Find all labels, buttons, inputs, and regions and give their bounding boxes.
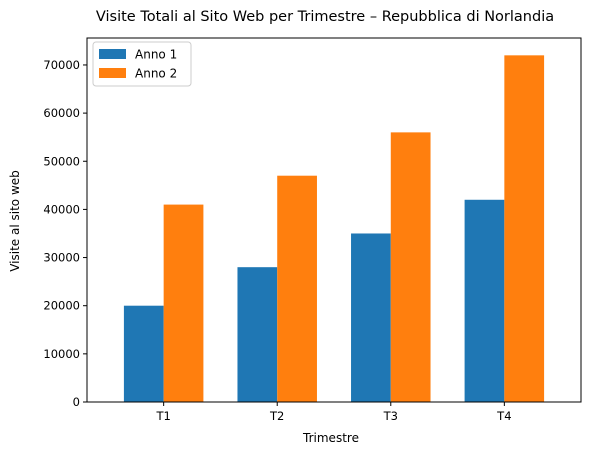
x-tick-label: T2 bbox=[269, 409, 284, 423]
legend: Anno 1 Anno 2 bbox=[92, 41, 192, 87]
bar-anno-2-t1 bbox=[163, 204, 204, 402]
bar-anno-1-t3 bbox=[351, 233, 391, 402]
bar-anno-1-t1 bbox=[123, 305, 164, 402]
bar-anno-2-t3 bbox=[390, 132, 431, 403]
y-axis-ticks: 0 10000 20000 30000 40000 50000 60000 70000 bbox=[43, 58, 87, 409]
legend-swatch bbox=[99, 49, 126, 59]
y-tick-label: 10000 bbox=[43, 347, 80, 361]
x-tick-label: T1 bbox=[155, 409, 170, 423]
legend-label: Anno 1 bbox=[135, 48, 177, 62]
y-tick-label: 30000 bbox=[43, 251, 80, 265]
bar-anno-1-t4 bbox=[464, 199, 505, 402]
y-tick-label: 0 bbox=[73, 395, 80, 409]
chart-title: Visite Totali al Sito Web per Trimestre … bbox=[96, 9, 554, 25]
y-axis-label: Visite al sito web bbox=[8, 170, 22, 272]
plot-area-frame bbox=[86, 37, 582, 403]
legend-label: Anno 2 bbox=[135, 67, 177, 81]
legend-swatch bbox=[99, 68, 126, 78]
y-tick-label: 20000 bbox=[43, 299, 80, 313]
bar-anno-2-t4 bbox=[504, 55, 545, 402]
y-tick-label: 60000 bbox=[43, 106, 80, 120]
bar-anno-1-t2 bbox=[237, 267, 278, 402]
x-tick-label: T4 bbox=[496, 409, 511, 423]
y-tick-label: 40000 bbox=[43, 202, 80, 216]
x-axis-label: Trimestre bbox=[302, 431, 359, 445]
x-axis-ticks: T1 T2 T3 T4 bbox=[155, 402, 512, 423]
bars-layer bbox=[123, 55, 545, 403]
y-tick-label: 50000 bbox=[43, 154, 80, 168]
y-tick-label: 70000 bbox=[43, 58, 80, 72]
bar-anno-2-t2 bbox=[277, 175, 317, 402]
x-tick-label: T3 bbox=[383, 409, 398, 423]
